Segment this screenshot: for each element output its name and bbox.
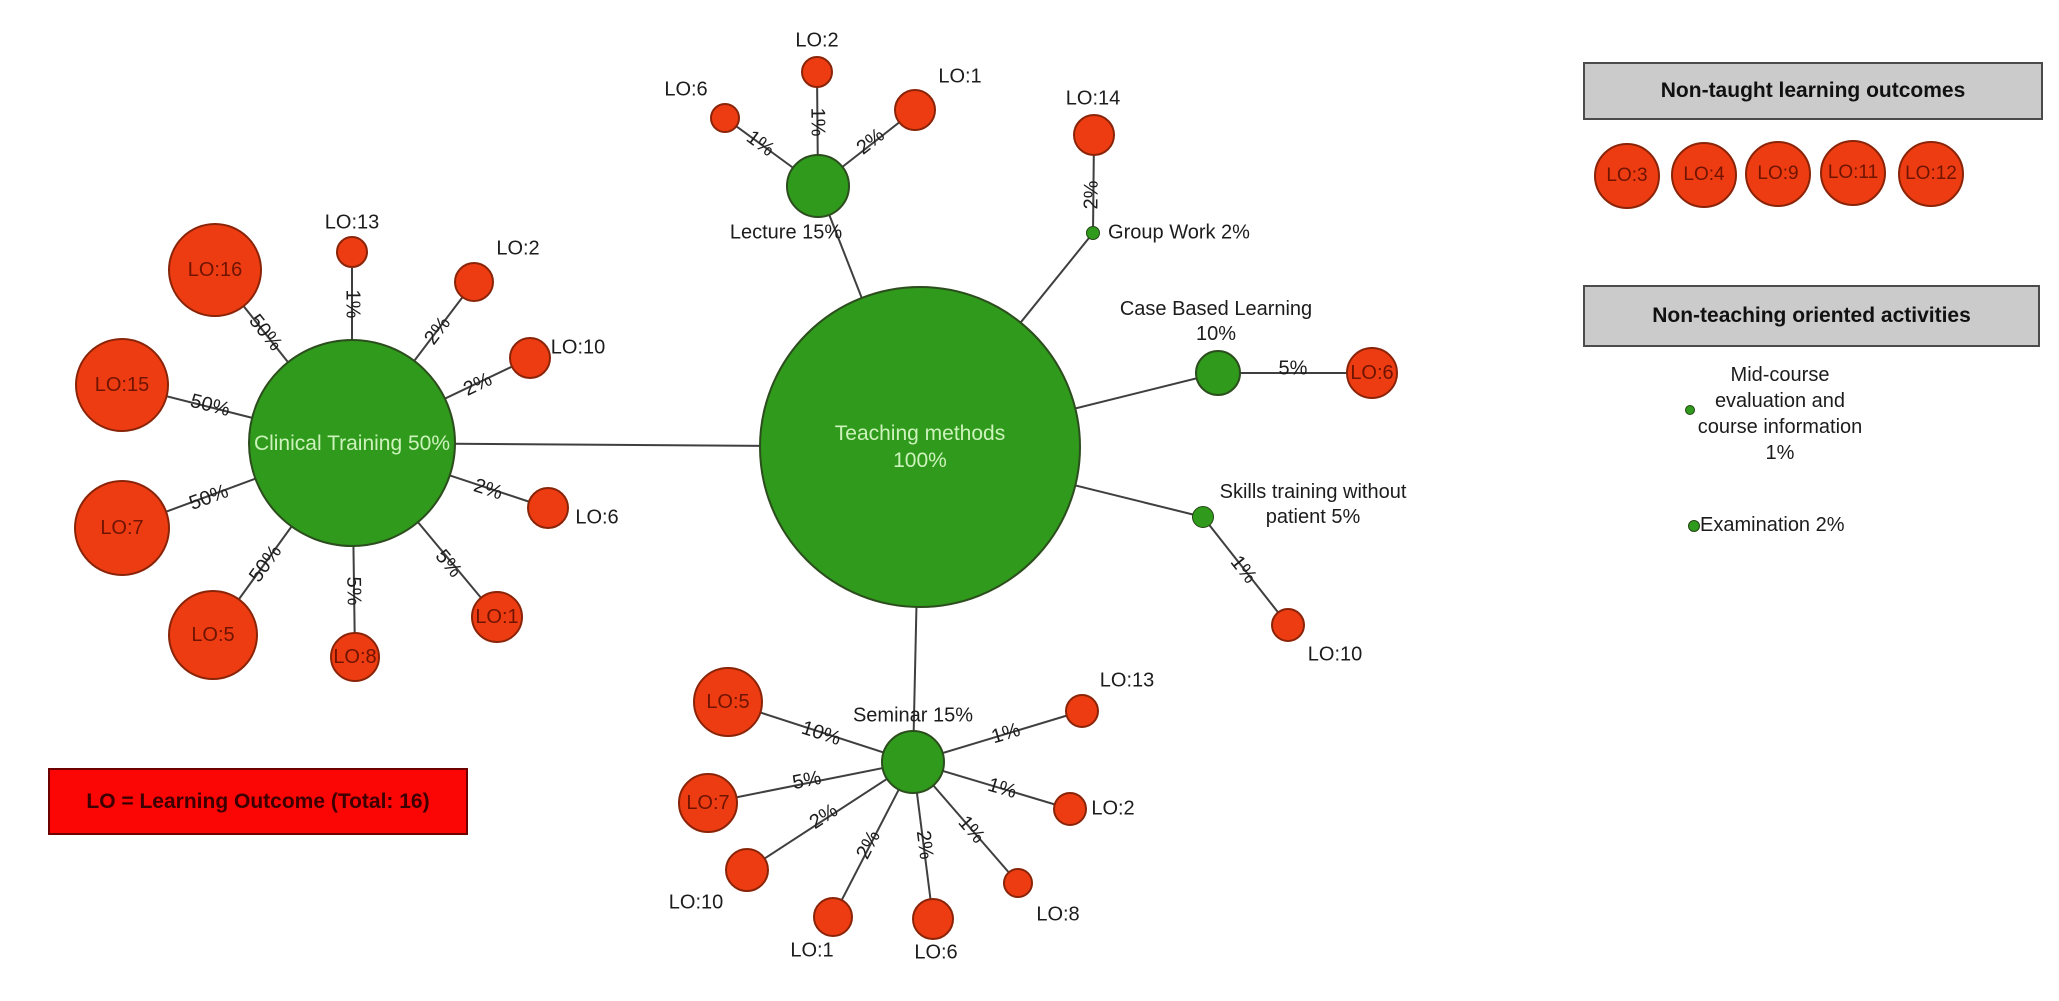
- non-taught-outcome-circle: LO:9: [1745, 141, 1811, 207]
- node-ct-lo8: LO:8: [330, 632, 380, 682]
- node-lec-lo6: [710, 103, 740, 133]
- edge-seminar-sem-lo7: [707, 761, 914, 804]
- node-group-work: [1086, 226, 1100, 240]
- node-label-ct-lo8: LO:8: [333, 645, 377, 668]
- node-ct-lo6: [527, 487, 569, 529]
- node-sem-lo5: LO:5: [693, 667, 763, 737]
- node-label-ct-lo16: LO:16: [187, 258, 243, 281]
- node-label-cbl-lo6: LO:6: [1350, 361, 1394, 384]
- node-label-sem-lo7: LO:7: [686, 791, 730, 814]
- node-sem-lo2: [1053, 792, 1087, 826]
- node-lecture: [786, 154, 850, 218]
- node-ct-lo5: LO:5: [168, 590, 258, 680]
- non-taught-outcomes-header: Non-taught learning outcomes: [1583, 62, 2043, 120]
- non-taught-outcome-label: LO:9: [1757, 163, 1799, 184]
- legend-text: LO = Learning Outcome (Total: 16): [86, 789, 430, 813]
- non-taught-outcome-circle: LO:12: [1898, 141, 1964, 207]
- node-lec-lo1: [894, 89, 936, 131]
- edge-seminar-sem-lo10: [746, 761, 914, 871]
- node-ct-lo1: LO:1: [471, 591, 523, 643]
- node-clinical-training: Clinical Training 50%: [248, 339, 456, 547]
- non-taught-outcome-label: LO:4: [1683, 164, 1725, 185]
- node-sem-lo1: [813, 897, 853, 937]
- node-label-ct-lo7: LO:7: [100, 516, 144, 539]
- node-lec-lo2: [801, 56, 833, 88]
- node-label-ct-lo1: LO:1: [475, 605, 519, 628]
- node-sem-lo7: LO:7: [678, 773, 738, 833]
- non-teaching-activities-title: Non-teaching oriented activities: [1652, 304, 1971, 327]
- examination-item: Examination 2%: [1700, 514, 1845, 536]
- non-taught-outcomes-title: Non-taught learning outcomes: [1660, 79, 1966, 102]
- mid-course-item: Mid-course evaluation and course informa…: [1697, 364, 1863, 464]
- node-ct-lo16: LO:16: [168, 223, 262, 317]
- non-taught-outcome-label: LO:11: [1827, 162, 1879, 183]
- node-label-sem-lo5: LO:5: [706, 690, 750, 713]
- node-st-lo10: [1271, 608, 1305, 642]
- examination-dot: [1688, 520, 1700, 532]
- mid-course-dot: [1685, 405, 1695, 415]
- non-taught-outcome-label: LO:3: [1606, 165, 1648, 186]
- node-sem-lo6: [912, 898, 954, 940]
- node-ct-lo13: [336, 236, 368, 268]
- node-sem-lo8: [1003, 868, 1033, 898]
- legend-box: LO = Learning Outcome (Total: 16): [48, 768, 468, 835]
- node-label-teaching-methods: Teaching methods 100%: [834, 422, 1006, 472]
- non-teaching-activities-header: Non-teaching oriented activities: [1583, 285, 2040, 347]
- node-case-based-learning: [1195, 350, 1241, 396]
- node-ct-lo15: LO:15: [75, 338, 169, 432]
- node-skills-training: [1192, 506, 1214, 528]
- non-taught-outcome-circle: LO:3: [1594, 143, 1660, 209]
- node-ct-lo2: [454, 262, 494, 302]
- node-ct-lo7: LO:7: [74, 480, 170, 576]
- node-label-ct-lo15: LO:15: [94, 373, 150, 396]
- node-gw-lo14: [1073, 114, 1115, 156]
- node-seminar: [881, 730, 945, 794]
- node-sem-lo13: [1065, 694, 1099, 728]
- non-taught-outcome-circle: LO:4: [1671, 142, 1737, 208]
- node-ct-lo10: [509, 337, 551, 379]
- node-label-clinical-training: Clinical Training 50%: [253, 431, 451, 455]
- node-label-ct-lo5: LO:5: [191, 623, 235, 646]
- node-sem-lo10: [725, 848, 769, 892]
- node-teaching-methods: Teaching methods 100%: [759, 286, 1081, 608]
- non-taught-outcome-label: LO:12: [1905, 163, 1957, 184]
- edge-skills-training-st-lo10: [1202, 516, 1289, 626]
- non-taught-outcome-circle: LO:11: [1820, 140, 1886, 206]
- node-cbl-lo6: LO:6: [1346, 347, 1398, 399]
